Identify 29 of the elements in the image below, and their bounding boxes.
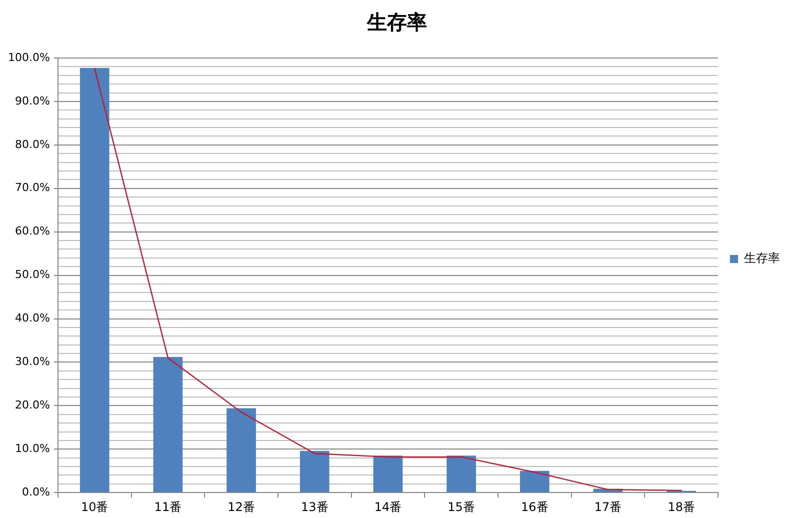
y-tick-label: 40.0% [14, 312, 50, 325]
x-tick-label: 11番 [154, 500, 182, 514]
x-tick-label: 13番 [300, 500, 328, 514]
y-tick-label: 70.0% [14, 181, 50, 194]
y-tick-label: 60.0% [14, 224, 50, 238]
x-tick-label: 12番 [228, 500, 255, 514]
bar [520, 470, 550, 492]
bar [226, 408, 256, 492]
x-tick-label: 14番 [374, 500, 402, 514]
bar [80, 68, 110, 492]
y-tick-label: 10.0% [14, 442, 50, 455]
y-tick-label: 90.0% [14, 94, 50, 108]
x-tick-label: 15番 [448, 500, 475, 514]
y-tick-label: 20.0% [14, 398, 50, 412]
y-tick-label: 100.0% [8, 50, 50, 64]
chart-title: 生存率 [366, 10, 427, 34]
x-tick-label: 17番 [594, 500, 622, 514]
y-tick-label: 80.0% [14, 138, 50, 151]
y-tick-label: 0.0% [22, 485, 50, 498]
bar [153, 357, 183, 492]
legend-label: 生存率 [744, 251, 780, 266]
x-tick-label: 16番 [521, 500, 548, 514]
y-tick-label: 50.0% [14, 268, 50, 282]
bar [300, 450, 330, 492]
bar [446, 456, 476, 492]
bar [373, 456, 403, 492]
x-tick-label: 18番 [668, 500, 695, 514]
x-tick-label: 10番 [80, 500, 108, 514]
y-tick-label: 30.0% [14, 355, 50, 368]
